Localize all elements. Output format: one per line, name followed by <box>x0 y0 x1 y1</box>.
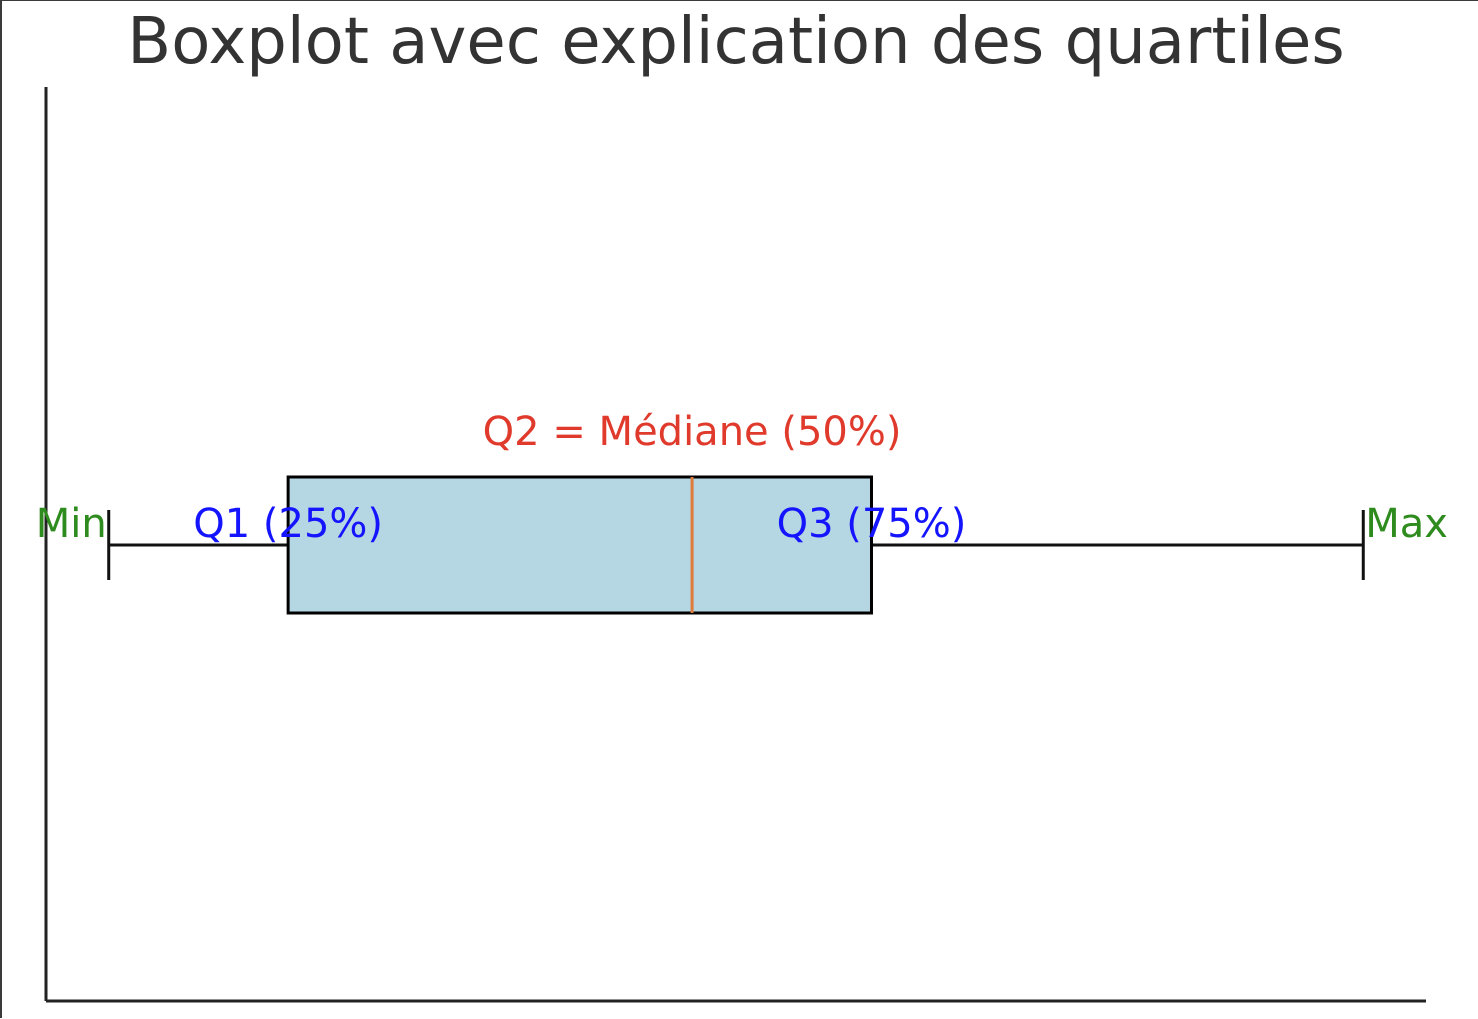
label-median: Q2 = Médiane (50%) <box>483 409 902 455</box>
label-max: Max <box>1365 501 1448 547</box>
iqr-box <box>286 475 873 615</box>
label-min: Min <box>36 501 107 547</box>
label-q1: Q1 (25%) <box>193 501 383 547</box>
label-q3: Q3 (75%) <box>777 501 967 547</box>
chart-title: Boxplot avec explication des quartiles <box>127 5 1344 79</box>
